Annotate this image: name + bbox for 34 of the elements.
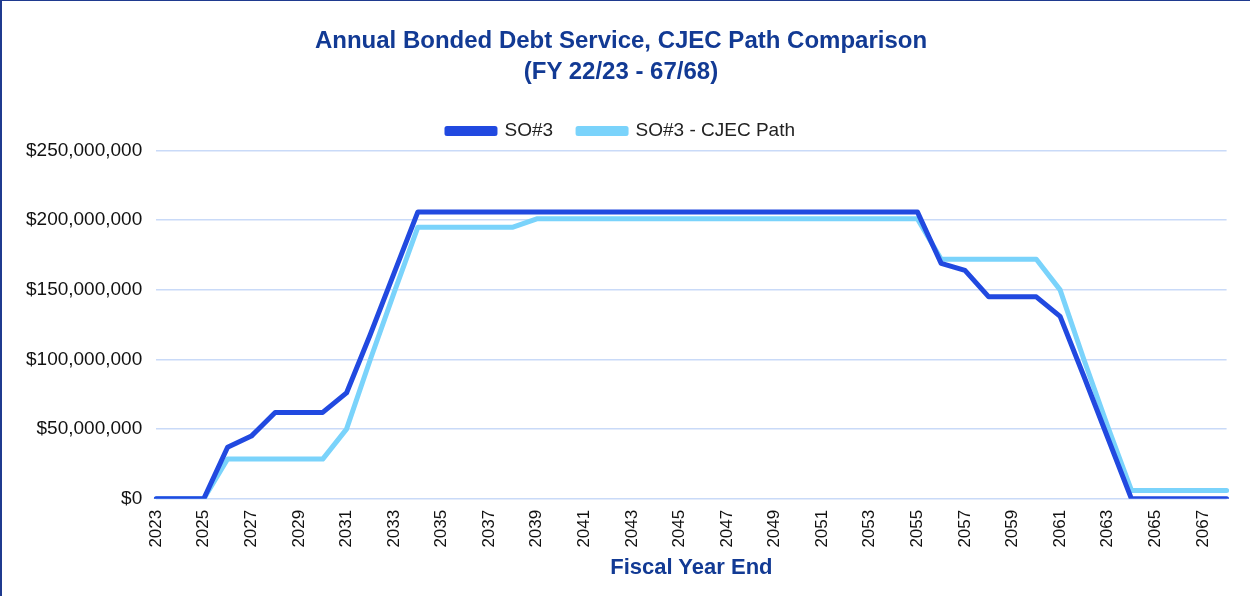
x-tick-label: 2053: [859, 509, 879, 548]
x-tick-label: 2023: [145, 509, 165, 548]
chart-title: Annual Bonded Debt Service, CJEC Path Comparison: [314, 26, 928, 54]
x-tick-label: 2061: [1049, 509, 1069, 548]
x-tick-label: 2029: [288, 509, 308, 548]
chart-subtitle: (FY 22/23 - 67/68): [523, 56, 719, 84]
x-tick-label: 2063: [1097, 509, 1117, 548]
x-tick-label: 2033: [383, 509, 403, 548]
x-tick-label: 2045: [669, 509, 689, 548]
x-tick-label: 2031: [336, 509, 356, 548]
x-tick-label: 2041: [574, 509, 594, 548]
x-tick-label: 2067: [1192, 509, 1212, 548]
y-tick-label: $250,000,000: [25, 138, 143, 160]
x-tick-label: 2055: [907, 509, 927, 548]
x-tick-label: 2047: [716, 509, 736, 548]
legend-label: SO#3: [504, 119, 554, 141]
x-tick-label: 2037: [478, 509, 498, 548]
x-tick-label: 2025: [193, 509, 213, 548]
y-tick-label: $100,000,000: [25, 347, 143, 369]
x-tick-label: 2027: [241, 509, 261, 548]
x-tick-label: 2035: [431, 509, 451, 548]
x-tick-label: 2059: [1002, 509, 1022, 548]
x-tick-label: 2065: [1144, 509, 1164, 548]
x-axis-title: Fiscal Year End: [610, 553, 773, 579]
x-tick-label: 2051: [811, 509, 831, 548]
x-tick-label: 2039: [526, 509, 546, 548]
x-tick-label: 2049: [764, 509, 784, 548]
x-tick-label: 2043: [621, 509, 641, 548]
y-tick-label: $150,000,000: [25, 278, 143, 300]
y-tick-label: $50,000,000: [36, 417, 143, 439]
x-tick-label: 2057: [954, 509, 974, 548]
y-tick-label: $200,000,000: [25, 208, 143, 230]
y-tick-label: $0: [121, 487, 143, 509]
legend-label: SO#3 - CJEC Path: [635, 119, 796, 141]
